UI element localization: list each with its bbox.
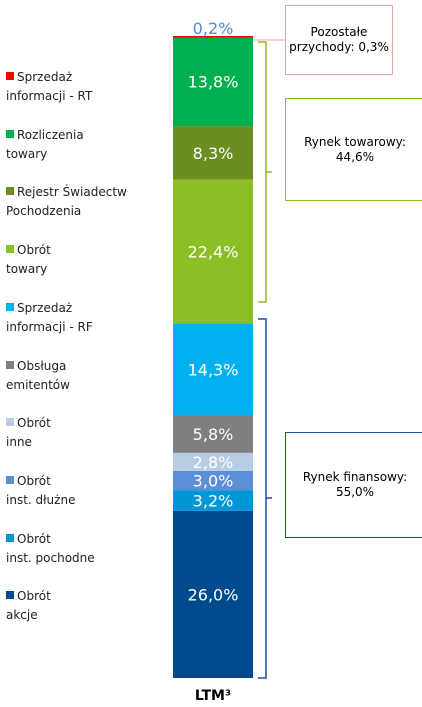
legend-swatch (6, 591, 14, 600)
bar-segment (173, 126, 253, 180)
legend-label: Rejestr Świadectw Pochodzenia (6, 185, 127, 219)
legend-entry: Obrót towary (6, 241, 51, 279)
legend-label: Obrót towary (6, 243, 51, 277)
data-label: 5,8% (193, 425, 234, 444)
legend-label: Obrót inst. dłużne (6, 473, 76, 507)
legend-swatch (6, 302, 14, 311)
legend-entry: Sprzedaż informacji - RF (6, 299, 93, 337)
data-label: 14,3% (188, 361, 239, 380)
bar-segment (173, 452, 253, 471)
legend-label: Sprzedaż informacji - RT (6, 70, 93, 103)
legend-swatch (6, 418, 14, 427)
x-tick-label: LTM³ (195, 688, 231, 704)
legend-label: Obrót akcje (6, 589, 51, 623)
data-label: 3,2% (193, 491, 234, 510)
callout: Rynek towarowy: 44,6% (285, 98, 422, 201)
data-label: 13,8% (188, 73, 239, 92)
legend-entry: Rejestr Świadectw Pochodzenia (6, 183, 127, 221)
legend-entry: Sprzedaż informacji - RT (6, 68, 92, 106)
legend-label: Sprzedaż informacji - RF (6, 300, 93, 334)
legend-entry: Obrót inst. pochodne (6, 530, 95, 568)
callout: Rynek finansowy: 55,0% (285, 432, 422, 538)
bar-segment (173, 36, 253, 38)
data-label: 2,8% (193, 453, 234, 472)
legend-entry: Obrót akcje (6, 587, 51, 625)
legend-label: Rozliczenia towary (6, 127, 84, 161)
legend-swatch (6, 245, 14, 254)
data-label: 3,0% (193, 472, 234, 491)
bar-segment (173, 490, 253, 511)
bar-segment (173, 179, 253, 324)
data-label: 26,0% (188, 585, 239, 604)
legend-label: Obrót inne (6, 416, 51, 450)
bar-segment (173, 415, 253, 453)
legend-entry: Obrót inst. dłużne (6, 472, 75, 510)
legend-swatch (6, 475, 14, 484)
legend-label: Obsługa emitentów (6, 358, 70, 392)
legend-swatch (6, 129, 14, 138)
bar-segment (173, 37, 253, 127)
data-label: 8,3% (193, 144, 234, 163)
legend-swatch (6, 533, 14, 542)
bar-segment (173, 470, 253, 491)
legend-label: Obrót inst. pochodne (6, 531, 95, 565)
bracket (258, 318, 272, 679)
legend-swatch (6, 187, 14, 196)
legend-entry: Obsługa emitentów (6, 357, 70, 395)
bar-segment (173, 510, 253, 678)
bracket (258, 41, 272, 303)
bar-segment (173, 323, 253, 416)
data-label: 0,2% (193, 19, 234, 38)
legend-swatch (6, 72, 14, 80)
legend-entry: Rozliczenia towary (6, 126, 84, 164)
legend-entry: Obrót inne (6, 414, 51, 452)
data-label: 22,4% (188, 243, 239, 262)
legend-swatch (6, 360, 14, 369)
callout: Pozostałe przychody: 0,3% (285, 5, 393, 75)
